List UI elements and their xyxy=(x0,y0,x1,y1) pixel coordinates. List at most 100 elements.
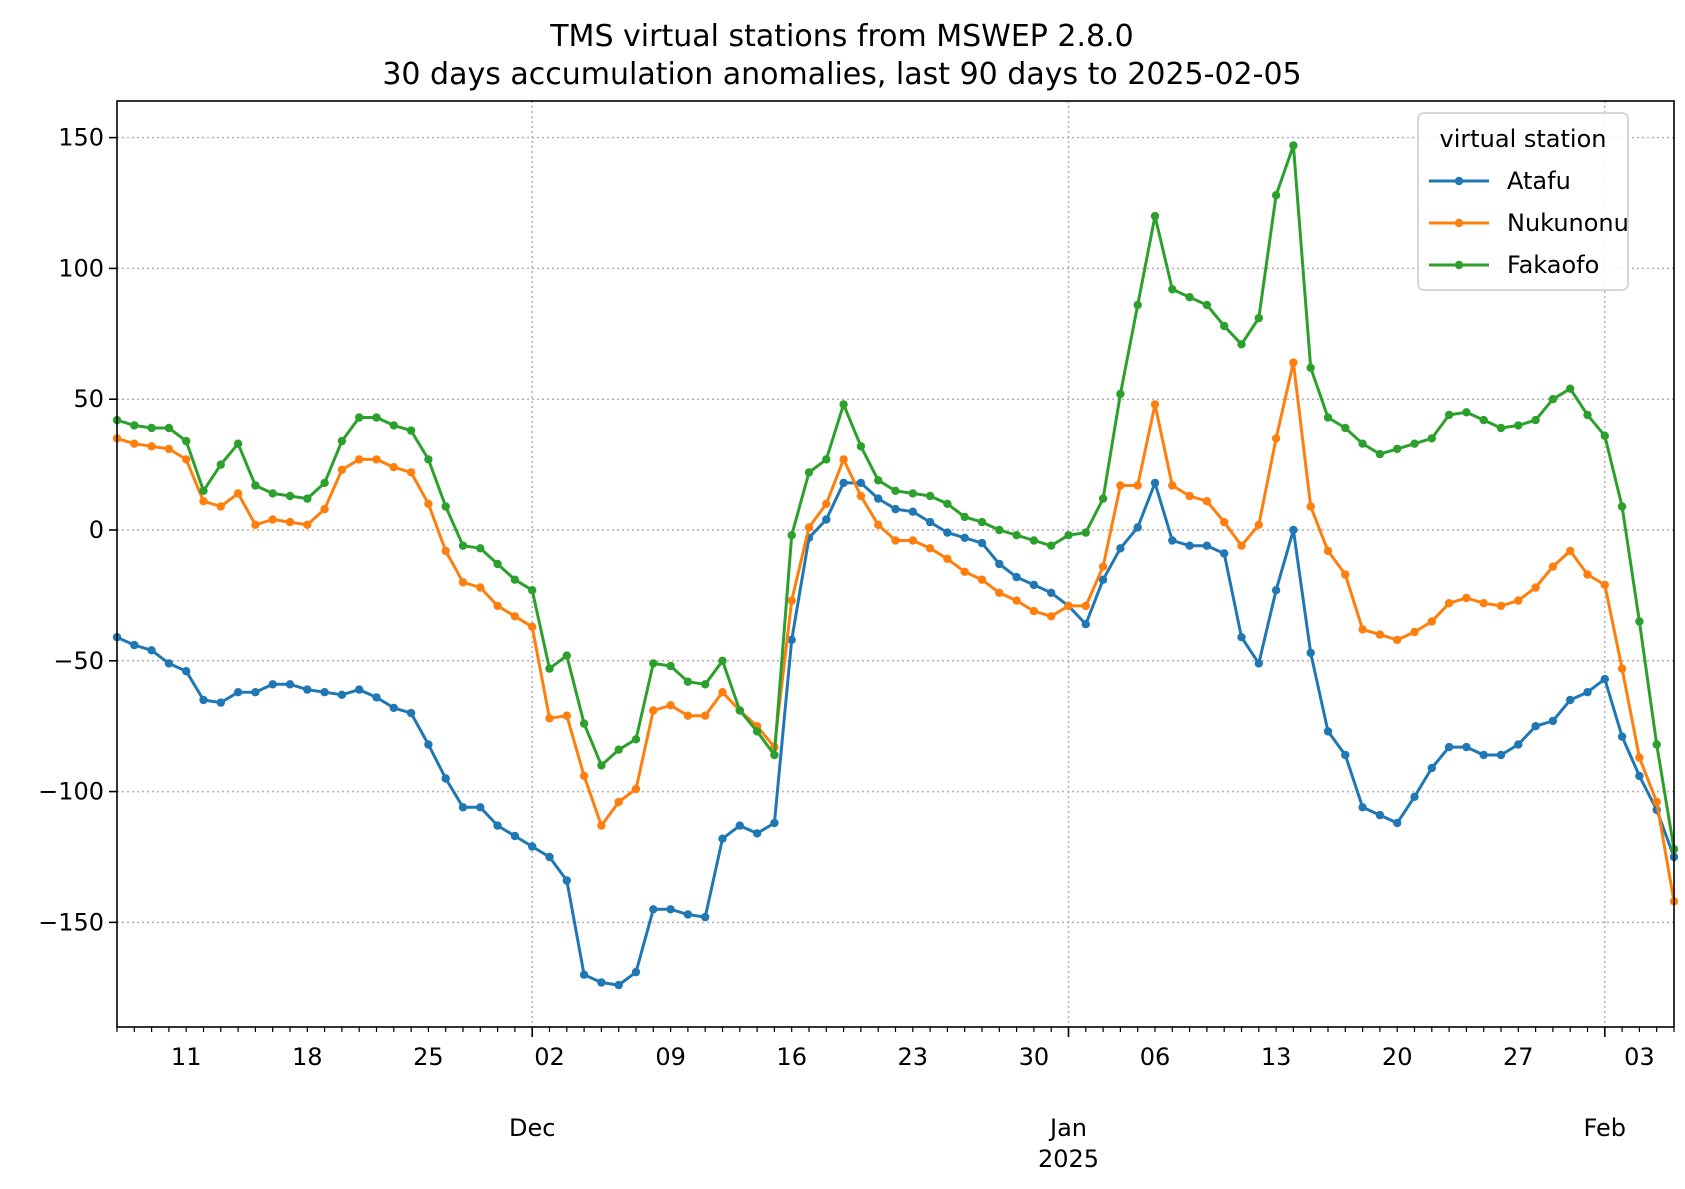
data-point xyxy=(1548,562,1558,571)
data-point xyxy=(268,489,277,498)
chart-title: TMS virtual stations from MSWEP 2.8.0 xyxy=(549,19,1134,54)
data-point xyxy=(1393,444,1402,454)
data-point xyxy=(995,588,1004,597)
x-month-label: Feb xyxy=(1584,1114,1627,1142)
data-point xyxy=(1600,674,1610,684)
data-point xyxy=(908,507,917,516)
data-point xyxy=(458,541,468,550)
data-point xyxy=(1012,596,1021,605)
legend-label: Fakaofo xyxy=(1507,251,1599,279)
data-point xyxy=(995,525,1004,535)
data-point xyxy=(182,436,191,446)
data-point xyxy=(1220,517,1229,527)
data-point xyxy=(1427,434,1437,443)
data-point xyxy=(147,442,156,451)
data-point xyxy=(303,520,312,529)
data-point xyxy=(1514,740,1523,749)
data-point xyxy=(822,499,831,508)
data-point xyxy=(960,533,969,542)
data-point xyxy=(476,544,485,553)
data-point xyxy=(1098,562,1108,571)
data-point xyxy=(355,685,364,694)
data-point xyxy=(510,575,520,584)
data-point xyxy=(528,842,537,851)
data-point xyxy=(1617,502,1627,511)
data-point xyxy=(1012,572,1021,582)
data-point xyxy=(285,517,295,527)
data-point xyxy=(666,701,675,710)
data-point xyxy=(389,703,398,713)
x-tick-label: 20 xyxy=(1382,1043,1413,1071)
data-point xyxy=(372,455,381,464)
data-point xyxy=(752,829,762,838)
data-point xyxy=(666,661,675,671)
data-point xyxy=(216,460,225,469)
data-point xyxy=(1202,300,1212,310)
data-point xyxy=(1064,531,1073,540)
legend: virtual station Atafu Nukunonu Fakaofo xyxy=(1417,112,1629,291)
data-point xyxy=(649,659,658,668)
axes: −150 −100 −50 0 50 100 150 11 18 25 02 09 16 23 30 06 13… xyxy=(38,124,1675,1173)
data-point xyxy=(355,455,364,464)
data-point xyxy=(977,538,987,548)
data-point xyxy=(320,504,329,514)
data-point xyxy=(856,442,866,451)
data-point xyxy=(441,546,450,556)
data-point xyxy=(579,719,589,728)
x-tick-label: 03 xyxy=(1624,1043,1655,1071)
data-point xyxy=(476,803,485,812)
data-point xyxy=(1081,601,1091,611)
data-point xyxy=(406,708,416,718)
x-tick-label: 18 xyxy=(292,1043,323,1071)
data-point xyxy=(303,685,312,694)
data-point xyxy=(874,520,883,529)
data-point xyxy=(1133,481,1142,490)
data-point xyxy=(735,821,744,830)
data-point xyxy=(233,439,243,448)
data-point xyxy=(406,468,416,477)
data-point xyxy=(1047,588,1056,597)
data-point xyxy=(614,797,623,807)
data-point xyxy=(130,421,139,430)
data-point xyxy=(251,481,260,490)
data-point xyxy=(493,559,502,569)
x-month-label: Dec xyxy=(509,1114,555,1142)
x-year-label: 2025 xyxy=(1038,1145,1099,1173)
data-point xyxy=(510,612,520,621)
data-point xyxy=(579,970,589,979)
data-point xyxy=(268,680,277,689)
data-point xyxy=(1150,211,1160,221)
data-point xyxy=(1410,627,1419,637)
data-point xyxy=(1220,549,1229,558)
data-point xyxy=(804,468,814,477)
data-point xyxy=(1583,570,1592,579)
data-point xyxy=(1185,491,1194,501)
data-point xyxy=(1185,541,1194,550)
data-point xyxy=(977,575,987,584)
data-point xyxy=(943,499,952,508)
y-tick-label: 0 xyxy=(89,516,104,544)
data-point xyxy=(1306,363,1315,372)
data-point xyxy=(995,559,1004,569)
data-point xyxy=(199,486,208,495)
data-point xyxy=(1462,408,1471,417)
x-tick-label: 09 xyxy=(655,1043,686,1071)
chart-subtitle: 30 days accumulation anomalies, last 90 … xyxy=(382,57,1301,92)
data-point xyxy=(908,489,917,498)
data-point xyxy=(545,852,554,862)
data-point xyxy=(839,455,848,464)
data-point xyxy=(1012,531,1021,540)
data-point xyxy=(1271,434,1281,443)
data-point xyxy=(977,517,987,527)
data-point xyxy=(545,664,554,673)
data-point xyxy=(1133,523,1142,532)
x-tick-label: 13 xyxy=(1261,1043,1292,1071)
data-point xyxy=(631,784,641,794)
data-point xyxy=(337,465,347,474)
data-point xyxy=(649,706,658,715)
data-point xyxy=(1133,300,1142,310)
data-point xyxy=(718,834,727,843)
data-point xyxy=(1358,625,1367,634)
data-point xyxy=(1029,606,1039,616)
data-point xyxy=(182,455,191,464)
